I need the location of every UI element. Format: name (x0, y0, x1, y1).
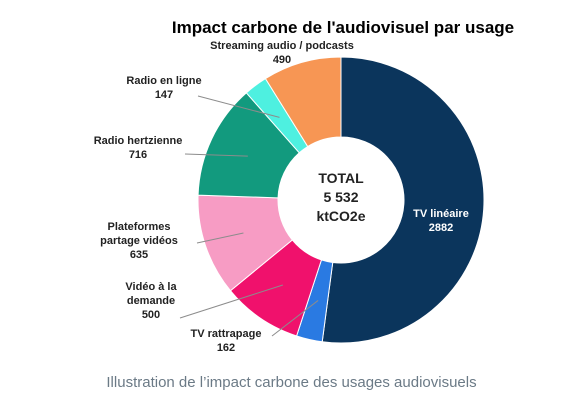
slice-name-plateformes-partage-videos: partage vidéos (100, 235, 178, 247)
leader-line-tv-rattrapage (271, 300, 319, 337)
leader-line-radio-en-ligne (197, 95, 280, 118)
slice-value-streaming-audio-podcasts: 490 (273, 54, 291, 66)
leader-lines (179, 95, 319, 337)
donut-chart: Impact carbone de l'audiovisuel par usag… (94, 18, 514, 354)
slice-name-radio-en-ligne: Radio en ligne (126, 75, 201, 87)
slice-label-plateformes-partage-videos: Plateformes partage vidéos 635 (100, 221, 178, 261)
slice-label-radio-hertzienne: Radio hertzienne 716 (94, 135, 183, 161)
slice-name-tv-lineaire: TV linéaire (413, 208, 469, 220)
slice-name-radio-hertzienne: Radio hertzienne (94, 135, 183, 147)
leader-line-plateformes-partage-videos (196, 232, 244, 244)
slice-name-plateformes-partage-videos: Plateformes (108, 221, 171, 233)
leader-line-radio-hertzienne (184, 153, 248, 157)
slice-label-video-a-la-demande: Vidéo à la demande 500 (125, 281, 177, 321)
center-total-value: 5 532 (323, 189, 358, 205)
slice-value-plateformes-partage-videos: 635 (130, 249, 148, 261)
slice-value-video-a-la-demande: 500 (142, 309, 160, 321)
leader-line-video-a-la-demande (179, 284, 284, 319)
slice-name-streaming-audio-podcasts: Streaming audio / podcasts (210, 40, 354, 52)
slice-label-streaming-audio-podcasts: Streaming audio / podcasts 490 (210, 40, 354, 66)
slice-name-video-a-la-demande: Vidéo à la (125, 281, 177, 293)
slice-value-radio-hertzienne: 716 (129, 149, 147, 161)
slice-tv-lineaire (321, 56, 485, 344)
slice-streaming-audio-podcasts (264, 56, 342, 148)
slice-name-tv-rattrapage: TV rattrapage (191, 328, 262, 340)
slice-label-radio-en-ligne: Radio en ligne 147 (126, 75, 201, 101)
slice-name-video-a-la-demande: demande (127, 295, 175, 307)
slice-value-radio-en-ligne: 147 (155, 89, 173, 101)
slice-value-tv-rattrapage: 162 (217, 342, 235, 354)
chart-title: Impact carbone de l'audiovisuel par usag… (172, 18, 514, 37)
slice-labels: TV linéaire 2882 TV rattrapage 162 Vidéo à l… (94, 40, 469, 354)
slice-value-tv-lineaire: 2882 (429, 222, 453, 234)
center-total-unit: ktCO2e (316, 208, 365, 224)
slice-label-tv-rattrapage: TV rattrapage 162 (191, 328, 262, 354)
slice-group (197, 56, 485, 344)
center-total-label: TOTAL (318, 170, 364, 186)
slice-label-tv-lineaire: TV linéaire 2882 (413, 208, 469, 234)
figure-caption: Illustration de l’impact carbone des usa… (106, 374, 477, 391)
